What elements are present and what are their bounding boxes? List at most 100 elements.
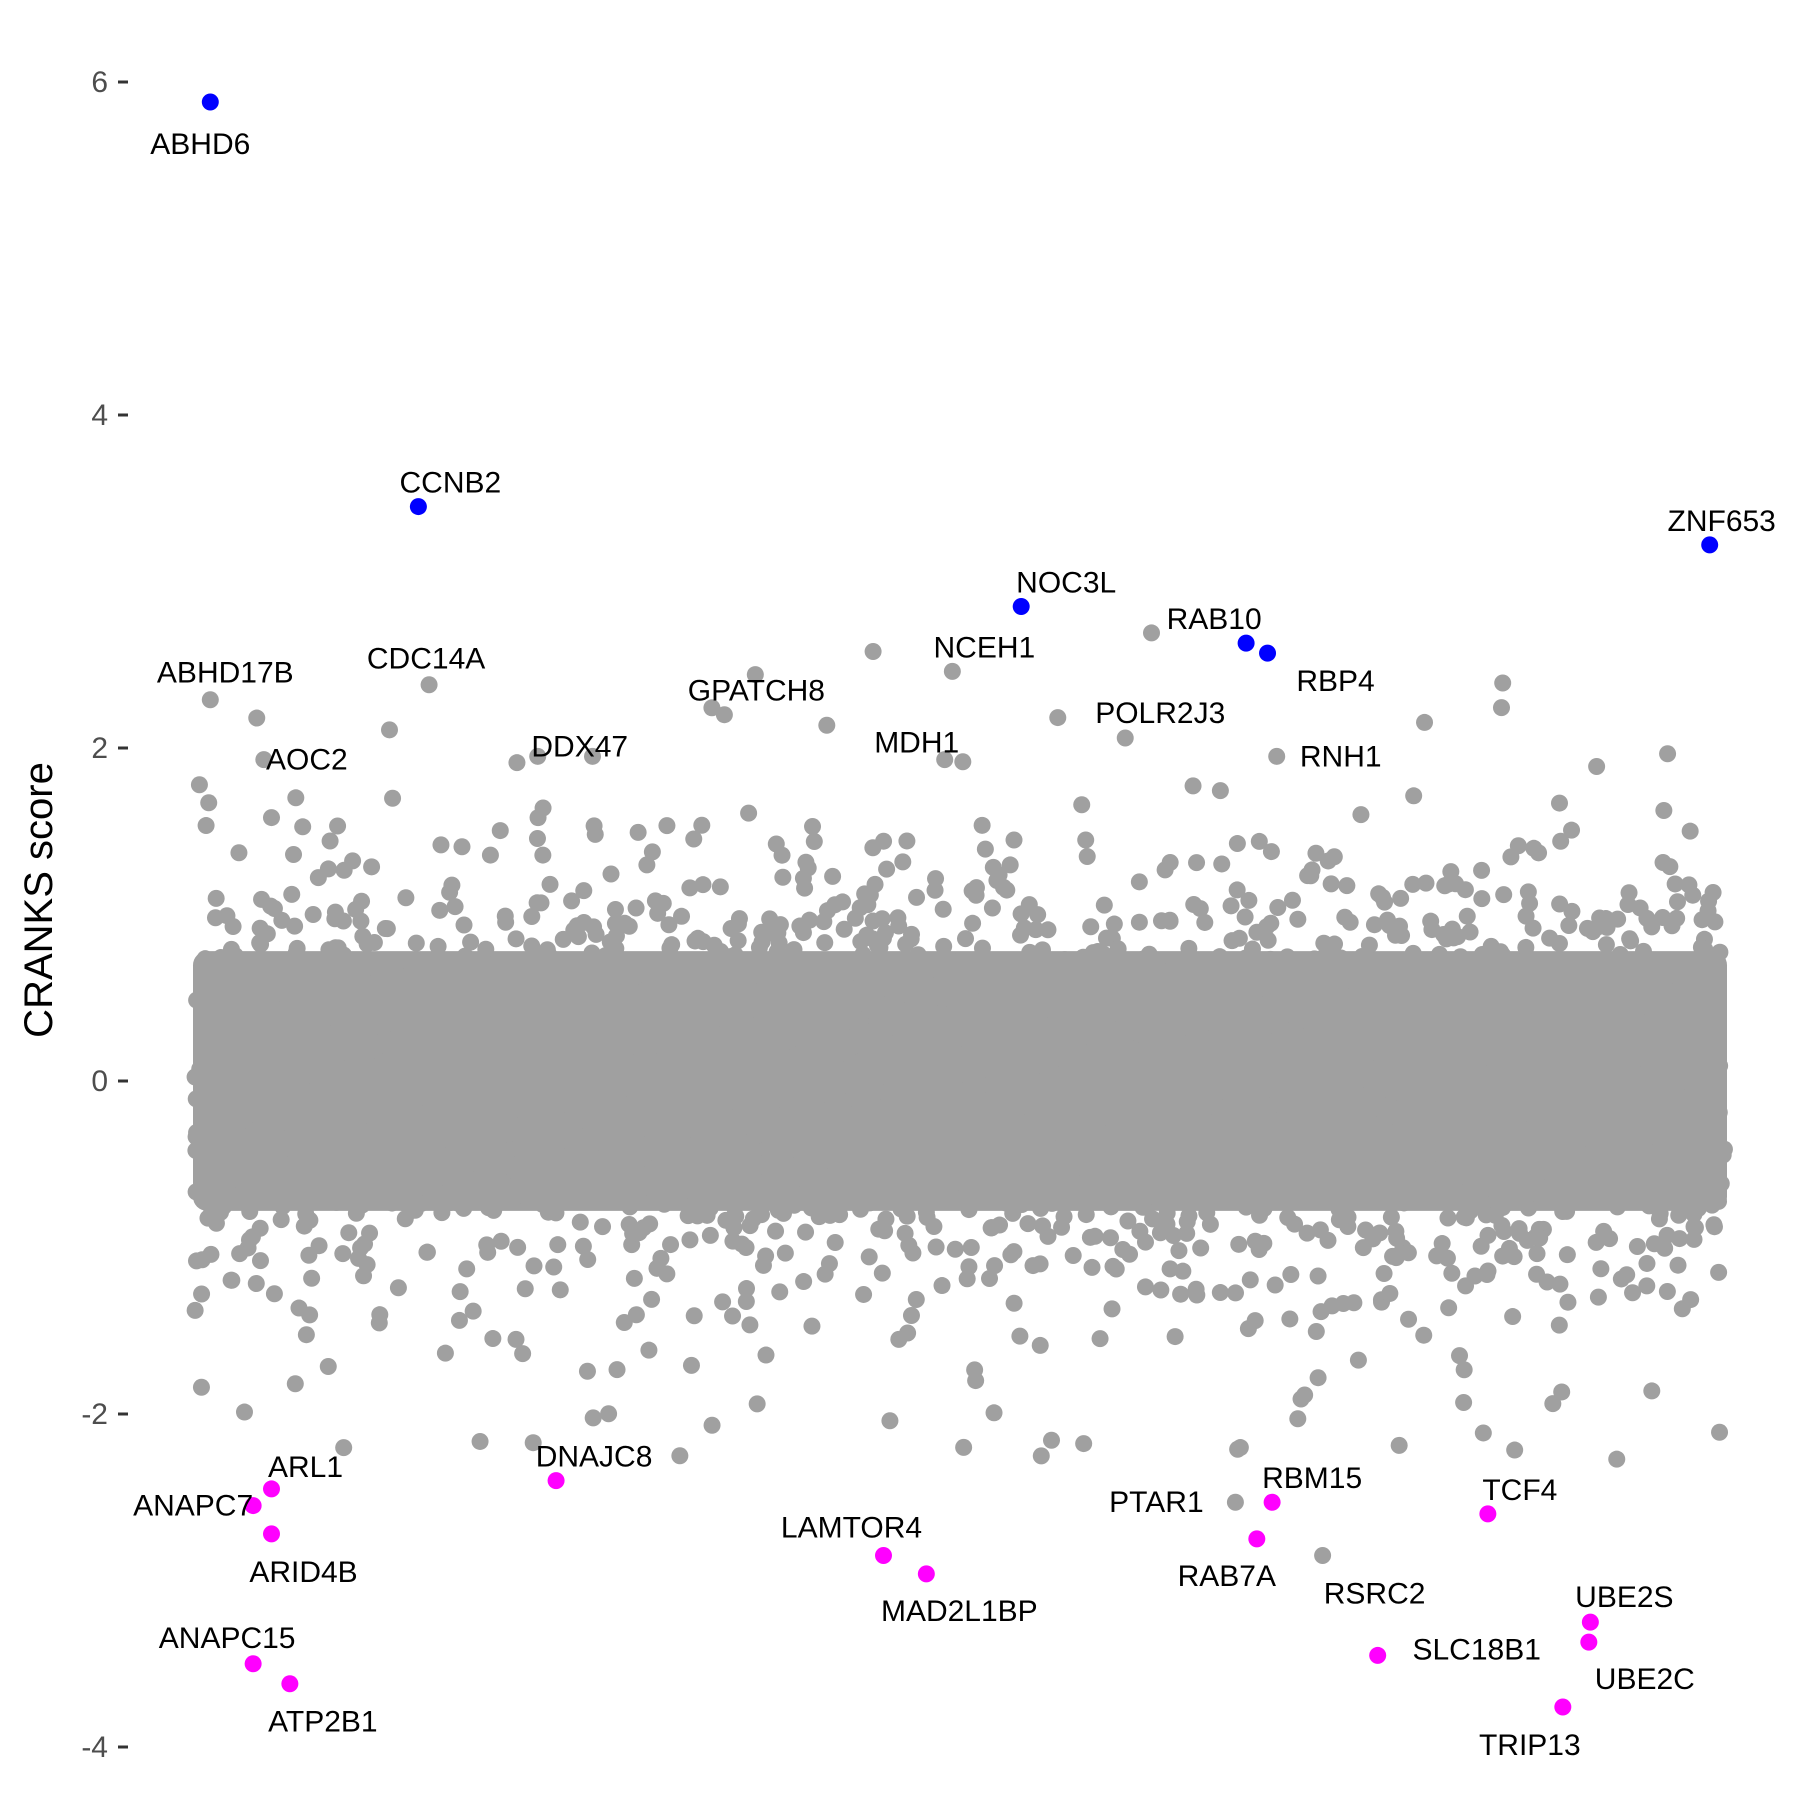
background-point xyxy=(741,1217,759,1235)
background-point xyxy=(941,1121,959,1139)
background-point xyxy=(1171,982,1189,1000)
background-point xyxy=(989,988,1007,1006)
background-point xyxy=(1473,861,1491,879)
background-point xyxy=(230,844,248,862)
background-point xyxy=(1398,1058,1416,1076)
background-point xyxy=(389,1279,407,1297)
background-point xyxy=(872,1121,890,1139)
background-point xyxy=(344,852,362,870)
background-point xyxy=(705,1060,723,1078)
background-point xyxy=(1661,858,1679,876)
point-abhd17b xyxy=(201,691,219,709)
background-point xyxy=(1172,1162,1190,1180)
background-point xyxy=(491,822,509,840)
background-point xyxy=(660,916,678,934)
background-point xyxy=(1411,968,1429,986)
background-point xyxy=(484,1330,502,1348)
background-point xyxy=(455,916,473,934)
gene-label-mdh1: MDH1 xyxy=(874,727,959,760)
background-point xyxy=(795,1007,813,1025)
background-point xyxy=(864,643,882,661)
background-point xyxy=(1102,983,1120,1001)
background-point xyxy=(472,1033,490,1051)
background-point xyxy=(1441,1115,1459,1133)
background-point xyxy=(1677,1041,1695,1059)
background-point xyxy=(1455,1393,1473,1411)
background-point xyxy=(1380,1015,1398,1033)
background-point xyxy=(1033,1178,1051,1196)
background-point xyxy=(584,747,602,765)
background-point xyxy=(396,1194,414,1212)
highlight-labels: ABHD6 CCNB2 ZNF653 NOC3L RAB10 RBP4 ABHD17B CDC… xyxy=(133,128,1776,1762)
background-point xyxy=(620,917,638,935)
background-point xyxy=(1308,1192,1326,1210)
background-point xyxy=(1120,1102,1138,1120)
background-point xyxy=(734,1041,752,1059)
background-point xyxy=(758,1189,776,1207)
background-point xyxy=(1040,1158,1058,1176)
background-point xyxy=(909,1029,927,1047)
background-point xyxy=(1708,1081,1726,1099)
background-point xyxy=(228,1170,246,1188)
background-point xyxy=(725,1080,743,1098)
background-point xyxy=(1563,1188,1581,1206)
background-point xyxy=(986,1257,1004,1275)
background-point xyxy=(248,709,266,727)
background-point xyxy=(933,1033,951,1051)
background-point xyxy=(475,990,493,1008)
background-point xyxy=(1542,1019,1560,1037)
background-point xyxy=(466,1186,484,1204)
background-point xyxy=(899,1324,917,1342)
background-point xyxy=(418,1145,436,1163)
background-point xyxy=(1041,1089,1059,1107)
background-point xyxy=(1089,960,1107,978)
background-point xyxy=(1643,1382,1661,1400)
background-point xyxy=(563,892,581,910)
background-point xyxy=(803,1317,821,1335)
background-point xyxy=(1694,1017,1712,1035)
gene-label-dnajc8: DNAJC8 xyxy=(536,1441,653,1474)
background-point xyxy=(1049,709,1067,727)
background-point xyxy=(216,1012,234,1030)
background-point xyxy=(935,974,953,992)
background-point xyxy=(1373,956,1391,974)
background-point xyxy=(1342,1122,1360,1140)
background-point xyxy=(1196,1039,1214,1057)
background-point xyxy=(798,1109,816,1127)
background-point xyxy=(960,1201,978,1219)
background-point xyxy=(962,1155,980,1173)
background-point xyxy=(724,1232,742,1250)
background-point xyxy=(669,1072,687,1090)
background-point xyxy=(1001,856,1019,874)
background-point xyxy=(1203,1088,1221,1106)
background-point xyxy=(460,1126,478,1144)
background-point xyxy=(477,940,495,958)
background-point xyxy=(1559,1071,1577,1089)
background-point xyxy=(1390,1436,1408,1454)
background-point xyxy=(1543,1140,1561,1158)
background-point xyxy=(700,1111,718,1129)
background-point xyxy=(1216,965,1234,983)
background-point xyxy=(501,1158,519,1176)
background-point xyxy=(640,1341,658,1359)
background-point xyxy=(521,1056,539,1074)
background-point xyxy=(986,1075,1004,1093)
background-point xyxy=(1393,927,1411,945)
point-ccnb2 xyxy=(409,498,427,516)
background-point xyxy=(193,1285,211,1303)
background-point xyxy=(864,1065,882,1083)
background-point xyxy=(955,1438,973,1456)
background-point xyxy=(1430,975,1448,993)
background-point xyxy=(1420,1108,1438,1126)
background-point xyxy=(251,919,269,937)
background-point xyxy=(1150,1019,1168,1037)
background-point xyxy=(934,1158,952,1176)
background-point xyxy=(572,968,590,986)
background-point xyxy=(1137,1153,1155,1171)
background-point xyxy=(1680,876,1698,894)
background-point xyxy=(1355,974,1373,992)
gene-label-ptar1: PTAR1 xyxy=(1109,1486,1203,1519)
background-point xyxy=(224,1144,242,1162)
background-point xyxy=(1447,971,1465,989)
background-point xyxy=(1314,1107,1332,1125)
